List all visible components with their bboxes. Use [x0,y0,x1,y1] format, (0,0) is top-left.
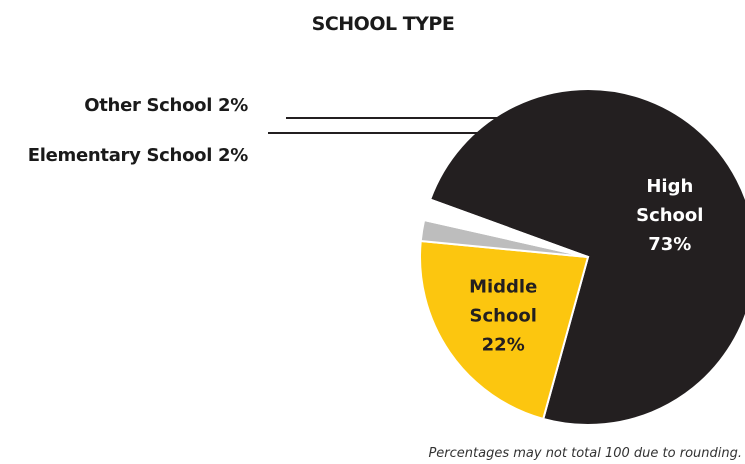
slice-label-line: Middle [469,276,537,297]
callout-label-other-school: Other School 2% [84,95,248,116]
chart-title: SCHOOL TYPE [312,13,455,35]
slice-label-middle-school: Middle School 22% [469,276,537,355]
slice-label-line: School [470,305,537,326]
pie-slices [419,88,745,426]
slice-label-line: High [646,176,693,197]
callout-label-elementary-school: Elementary School 2% [28,145,249,166]
pie-slice-other-school [422,198,589,258]
slice-label-line: 73% [648,234,691,255]
slice-label-high-school: High School 73% [636,176,703,255]
chart-footnote: Percentages may not total 100 due to rou… [428,446,742,461]
slice-label-line: School [636,205,703,226]
pie-slice-high-school [428,88,745,426]
pie-slice-middle-school [419,239,590,421]
slice-labels: High School 73% Middle School 22% [469,176,703,356]
slice-label-line: 22% [482,334,525,355]
